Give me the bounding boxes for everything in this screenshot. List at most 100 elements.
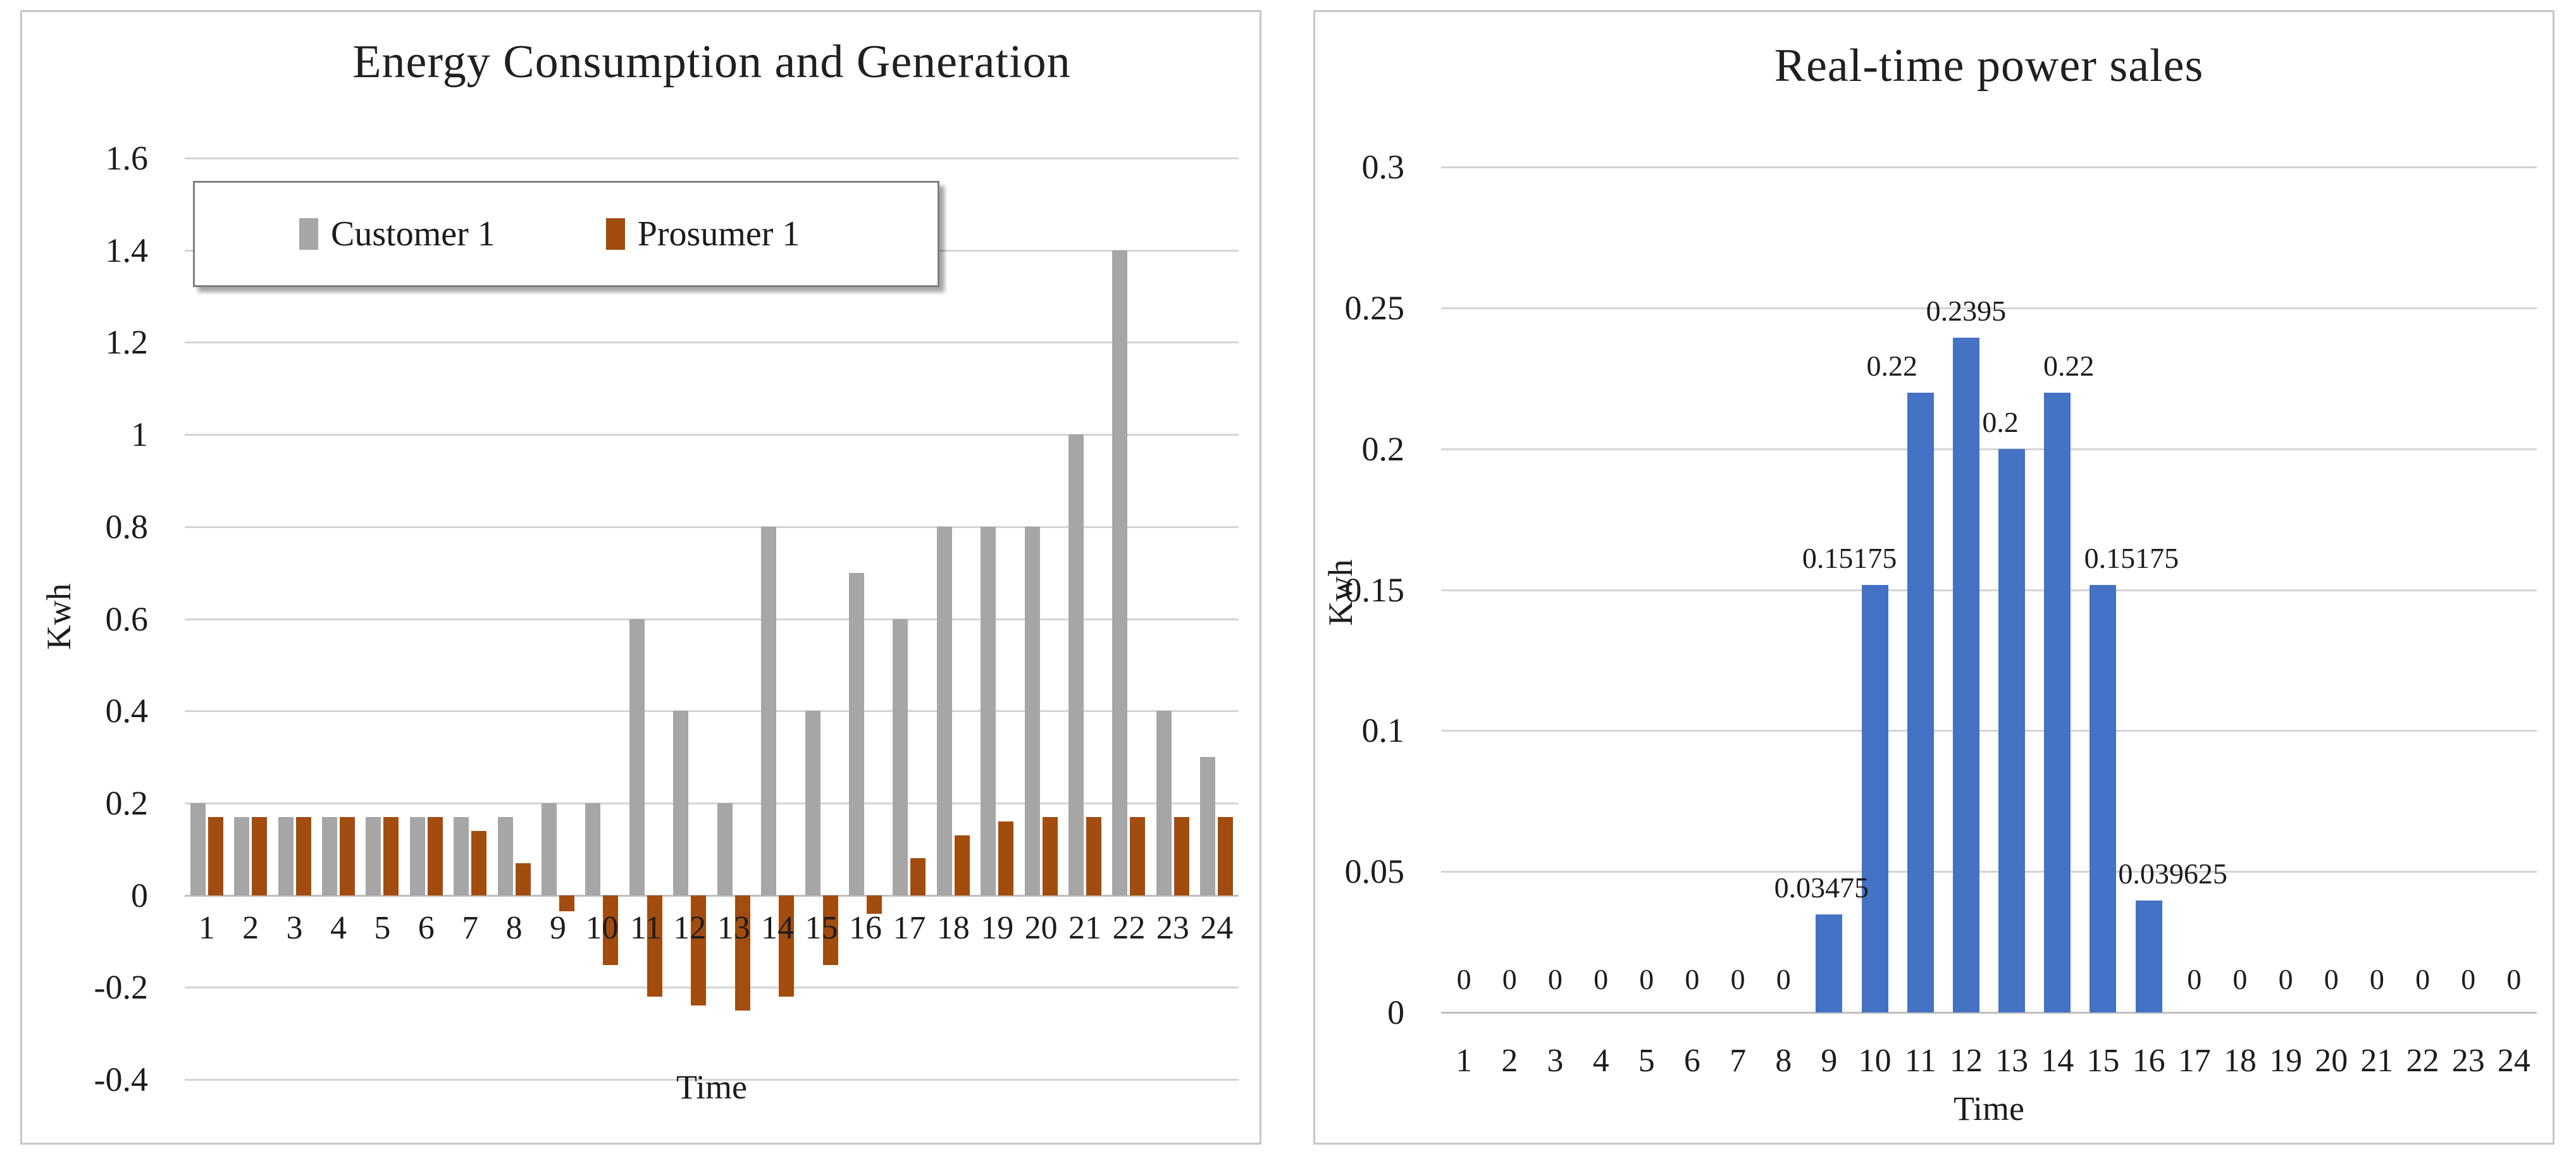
bar-prosumer-1 <box>207 816 223 895</box>
bar-customer-1 <box>234 816 250 895</box>
gridline <box>1441 307 2537 309</box>
bar-customer-1 <box>717 802 733 895</box>
x-tick-label: 9 <box>550 910 567 946</box>
x-tick-label: 15 <box>2086 1043 2120 1079</box>
y-tick-label: 0.15 <box>1344 570 1405 609</box>
bar-power-sales <box>2090 584 2117 1012</box>
y-tick-label: 0.2 <box>105 784 149 822</box>
gridline <box>185 1079 1239 1081</box>
gridline <box>185 894 1239 897</box>
y-tick-label: -0.4 <box>94 1061 148 1098</box>
x-tick-label: 14 <box>761 910 795 946</box>
bar-prosumer-1 <box>822 895 838 966</box>
x-tick-label: 18 <box>2223 1043 2257 1079</box>
bar-power-sales <box>1952 337 1979 1012</box>
bar-customer-1 <box>321 816 337 895</box>
right-x-axis-title: Time <box>1953 1090 2025 1128</box>
data-label: 0 <box>1776 963 1791 995</box>
y-tick-label: 0 <box>1387 993 1404 1031</box>
bar-customer-1 <box>761 526 777 895</box>
legend-item-prosumer-1: Prosumer 1 <box>605 214 800 254</box>
bar-customer-1 <box>497 816 513 895</box>
x-tick-label: 11 <box>1904 1043 1936 1079</box>
x-tick-label: 2 <box>242 910 259 946</box>
data-label: 0 <box>2324 963 2339 995</box>
y-tick-label: 0.1 <box>1361 711 1405 750</box>
x-tick-label: 6 <box>1683 1043 1700 1079</box>
x-tick-label: 17 <box>2177 1043 2211 1079</box>
left-chart-title: Energy Consumption and Generation <box>352 36 1071 88</box>
bar-customer-1 <box>585 802 601 895</box>
x-tick-label: 21 <box>1068 910 1102 946</box>
x-tick-label: 19 <box>981 910 1014 946</box>
x-tick-label: 16 <box>848 910 882 946</box>
data-label: 0 <box>1594 963 1609 995</box>
gridline <box>185 802 1239 804</box>
data-label: 0 <box>1639 963 1654 995</box>
x-tick-label: 15 <box>805 910 838 946</box>
left-x-axis-title: Time <box>676 1068 748 1106</box>
bar-customer-1 <box>1112 250 1128 895</box>
x-tick-label: 24 <box>2497 1043 2530 1079</box>
y-tick-label: 0.4 <box>105 692 149 730</box>
legend-item-customer-1: Customer 1 <box>299 214 495 254</box>
data-label: 0.22 <box>2043 349 2095 382</box>
y-tick-label: 0 <box>131 876 148 914</box>
bar-prosumer-1 <box>1173 816 1189 895</box>
x-tick-label: 4 <box>330 910 347 946</box>
x-tick-label: 21 <box>2360 1043 2394 1079</box>
gridline <box>185 157 1239 159</box>
x-tick-label: 1 <box>198 910 215 946</box>
bar-power-sales <box>2135 901 2162 1012</box>
bar-prosumer-1 <box>1130 816 1146 895</box>
data-label: 0.15175 <box>2084 541 2179 574</box>
bar-prosumer-1 <box>295 816 311 895</box>
data-label: 0.039625 <box>2118 858 2227 890</box>
x-tick-label: 14 <box>2041 1043 2074 1079</box>
bar-prosumer-1 <box>1042 816 1058 895</box>
bar-customer-1 <box>629 618 645 895</box>
data-label: 0 <box>1456 963 1471 995</box>
bar-prosumer-1 <box>734 895 750 1011</box>
x-tick-label: 11 <box>629 910 662 946</box>
bar-customer-1 <box>936 526 952 895</box>
gridline <box>185 987 1239 989</box>
y-tick-label: 0.25 <box>1344 288 1405 327</box>
bar-customer-1 <box>409 816 425 895</box>
x-tick-label: 5 <box>374 910 391 946</box>
data-label: 0 <box>2461 963 2476 995</box>
x-tick-label: 19 <box>2269 1043 2303 1079</box>
data-label: 0.03475 <box>1774 871 1869 904</box>
bar-prosumer-1 <box>339 816 355 895</box>
x-tick-label: 10 <box>1858 1043 1892 1079</box>
bar-customer-1 <box>893 618 908 895</box>
bar-customer-1 <box>190 802 206 895</box>
x-tick-label: 10 <box>585 910 619 946</box>
bar-prosumer-1 <box>647 895 662 997</box>
legend-label-prosumer-1: Prosumer 1 <box>637 214 800 254</box>
right-chart-title: Real-time power sales <box>1774 40 2204 92</box>
x-tick-label: 13 <box>717 910 750 946</box>
bar-prosumer-1 <box>427 816 443 895</box>
gridline <box>1441 448 2537 450</box>
y-tick-label: 0.05 <box>1344 852 1405 891</box>
y-tick-label: 0.3 <box>1361 148 1405 186</box>
legend-label-customer-1: Customer 1 <box>331 214 495 254</box>
y-tick-label: 1 <box>131 415 148 454</box>
bar-power-sales <box>1861 584 1888 1012</box>
right-chart-panel <box>1313 10 2554 1145</box>
bar-prosumer-1 <box>1086 816 1102 895</box>
bar-prosumer-1 <box>779 895 795 997</box>
bar-prosumer-1 <box>559 895 575 912</box>
bar-prosumer-1 <box>691 895 707 1006</box>
x-tick-label: 23 <box>1156 910 1189 946</box>
x-tick-label: 12 <box>1949 1043 1983 1079</box>
gridline <box>1441 589 2537 591</box>
data-label: 0.15175 <box>1802 541 1897 574</box>
bar-customer-1 <box>1024 526 1040 895</box>
bar-customer-1 <box>805 711 820 895</box>
bar-prosumer-1 <box>471 830 487 895</box>
bar-prosumer-1 <box>383 816 399 895</box>
y-tick-label: 1.6 <box>105 139 149 177</box>
